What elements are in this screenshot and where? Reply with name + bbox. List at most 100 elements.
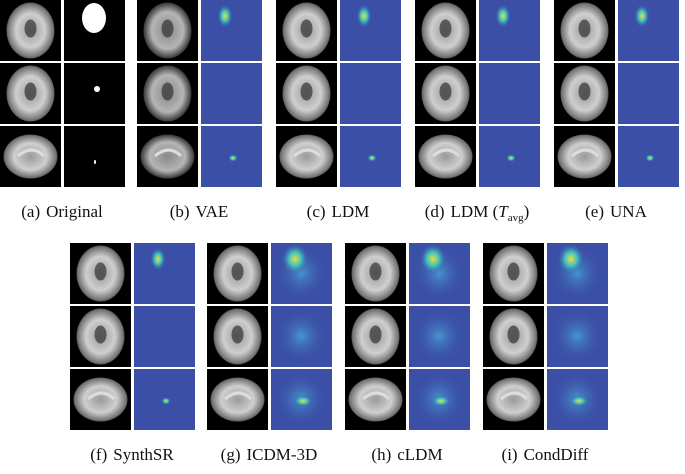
- error-hotspot: [431, 395, 451, 407]
- caption-name: LDM (: [451, 202, 499, 221]
- caption: (h) cLDM: [371, 445, 442, 464]
- corpus-callosum: [224, 391, 253, 401]
- mask: [64, 63, 125, 124]
- error-hotspot: [634, 4, 650, 28]
- error-map: [134, 306, 195, 367]
- error-hotspot: [228, 154, 238, 162]
- error-map: [340, 63, 401, 124]
- panel: (g) ICDM-3D: [207, 243, 332, 464]
- ventricle: [231, 325, 244, 344]
- caption: (b) VAE: [170, 202, 229, 221]
- error-hotspot: [150, 247, 166, 271]
- caption-part: (a): [21, 202, 40, 221]
- error-spread: [275, 309, 327, 363]
- brain: [210, 377, 265, 422]
- ventricle: [94, 325, 107, 344]
- caption-part: (e): [585, 202, 604, 221]
- caption-name: Original: [46, 202, 103, 221]
- corpus-callosum: [432, 148, 461, 158]
- ventricle: [300, 82, 313, 101]
- caption-name: cLDM: [397, 445, 442, 464]
- caption: (c) LDM: [307, 202, 370, 221]
- caption-part: ): [524, 202, 530, 221]
- caption-part: (i): [502, 445, 518, 464]
- error-map: [479, 63, 540, 124]
- panel: (c) LDM: [276, 0, 401, 221]
- error-hotspot: [293, 395, 313, 407]
- error-hotspot: [645, 154, 655, 162]
- brain: [557, 134, 612, 179]
- error-hotspot: [506, 154, 516, 162]
- caption-part: T: [498, 202, 509, 221]
- ventricle: [24, 82, 37, 101]
- error-hotspot: [356, 4, 372, 28]
- error-spread: [551, 309, 603, 363]
- ventricle: [300, 19, 313, 38]
- caption-name: UNA: [610, 202, 648, 221]
- caption-part: (d): [425, 202, 445, 221]
- caption: (e) UNA: [585, 202, 647, 221]
- error-hotspot: [419, 243, 447, 275]
- ventricle: [161, 82, 174, 101]
- panel: (h) cLDM: [345, 243, 470, 464]
- caption: (g) ICDM-3D: [221, 445, 318, 464]
- error-hotspot: [569, 395, 589, 407]
- brain: [140, 134, 195, 179]
- brain: [348, 377, 403, 422]
- caption-part: (c): [307, 202, 326, 221]
- error-map: [618, 63, 679, 124]
- caption-part: (h): [371, 445, 391, 464]
- corpus-callosum: [87, 391, 116, 401]
- brain: [3, 134, 58, 179]
- lesion: [94, 86, 100, 92]
- ventricle: [161, 19, 174, 38]
- ventricle: [578, 82, 591, 101]
- caption: (a) Original: [21, 202, 103, 221]
- brain: [418, 134, 473, 179]
- brain: [73, 377, 128, 422]
- error-hotspot: [217, 4, 233, 28]
- corpus-callosum: [154, 148, 183, 158]
- error-hotspot: [281, 243, 309, 275]
- lesion: [94, 160, 96, 164]
- error-map: [201, 63, 262, 124]
- error-hotspot: [367, 154, 377, 162]
- caption-part: (b): [170, 202, 190, 221]
- ventricle: [507, 262, 520, 281]
- caption-name: LDM: [332, 202, 370, 221]
- ventricle: [369, 262, 382, 281]
- panel: (e) UNA: [554, 0, 679, 221]
- ventricle: [231, 262, 244, 281]
- caption-part: (g): [221, 445, 241, 464]
- ventricle: [578, 19, 591, 38]
- error-hotspot: [495, 4, 511, 28]
- corpus-callosum: [571, 148, 600, 158]
- ventricle: [24, 19, 37, 38]
- caption-name: VAE: [196, 202, 229, 221]
- caption-name: SynthSR: [113, 445, 174, 464]
- brain: [486, 377, 541, 422]
- error-hotspot: [557, 243, 585, 275]
- panel: (i) CondDiff: [483, 243, 608, 464]
- corpus-callosum: [362, 391, 391, 401]
- mask: [64, 126, 125, 187]
- caption-name: CondDiff: [524, 445, 589, 464]
- corpus-callosum: [500, 391, 529, 401]
- caption-part: (f): [90, 445, 107, 464]
- corpus-callosum: [17, 148, 46, 158]
- caption-name: ICDM-3D: [246, 445, 317, 464]
- ventricle: [507, 325, 520, 344]
- panel: (f) SynthSR: [70, 243, 195, 464]
- lesion: [82, 3, 106, 33]
- ventricle: [439, 82, 452, 101]
- caption: (f) SynthSR: [90, 445, 174, 464]
- panel: (b) VAE: [137, 0, 262, 221]
- error-hotspot: [161, 397, 171, 405]
- caption-part: avg: [508, 212, 524, 224]
- ventricle: [369, 325, 382, 344]
- panel: (a) Original: [0, 0, 125, 221]
- ventricle: [94, 262, 107, 281]
- brain: [279, 134, 334, 179]
- panel: (d) LDM (Tavg): [415, 0, 540, 224]
